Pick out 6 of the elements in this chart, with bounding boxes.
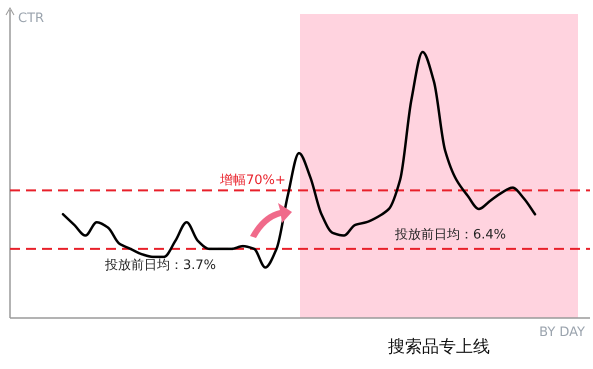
x-axis-title: BY DAY <box>539 325 586 340</box>
ref-line-label: 投放前日均：3.7% <box>104 258 216 273</box>
y-axis-title: CTR <box>18 11 44 26</box>
text: 搜索品专上线 <box>388 337 490 357</box>
ref-line-label: 投放前日均：6.4% <box>394 227 506 242</box>
annotation: 增幅70%+ <box>219 173 286 188</box>
